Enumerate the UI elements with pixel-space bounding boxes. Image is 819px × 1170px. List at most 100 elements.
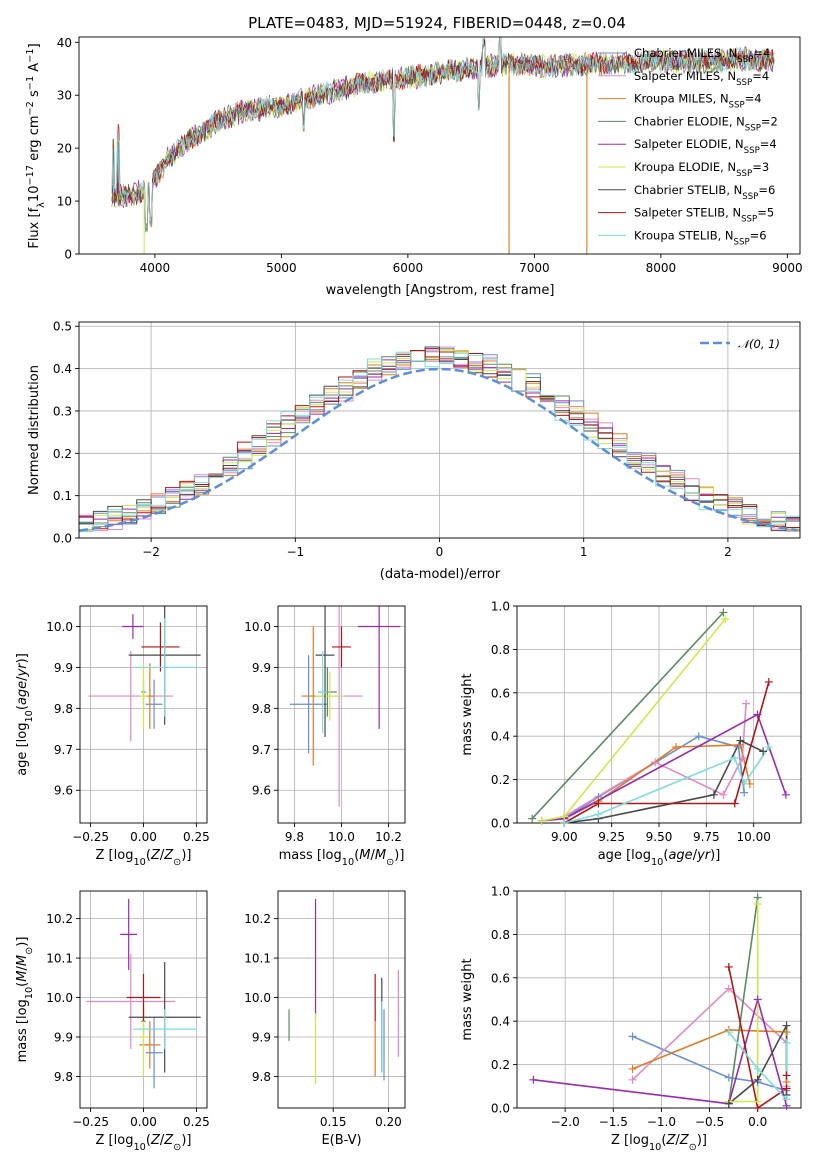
text-run: age: [15, 681, 30, 705]
y-tick-label: 0.1: [53, 489, 72, 503]
y-tick-label: 9.9: [252, 1030, 271, 1044]
weight-line-salpeter-elodie: [533, 996, 788, 1107]
y-tick-label: 9.8: [252, 1070, 271, 1084]
weight-marker: [724, 962, 733, 971]
text-run: Z: [163, 1133, 174, 1148]
z-vs-weight-ylabel: mass weight: [460, 958, 475, 1040]
text-run: Chabrier STELIB, N: [634, 183, 742, 197]
text-run: )]: [181, 1133, 191, 1148]
plot-area: [111, 37, 775, 254]
x-tick-label: 0.00: [130, 830, 157, 844]
x-tick-label: −1: [286, 545, 304, 559]
y-tick-label: 0.8: [491, 643, 510, 657]
text-run: Salpeter STELIB, N: [634, 206, 741, 220]
text-run: =2: [761, 114, 778, 128]
text-run: Chabrier MILES, N: [634, 46, 737, 60]
legend-entry-normal: 𝒩(0, 1): [738, 337, 780, 351]
text-run: age [log: [598, 848, 651, 863]
text-run: /: [370, 848, 375, 863]
text-run: 10: [651, 857, 663, 868]
text-run: M: [15, 955, 30, 966]
weight-marker: [721, 615, 730, 624]
text-run: SSP: [744, 146, 760, 156]
weight-marker: [724, 1028, 733, 1037]
weight-line-chabrier-elodie: [728, 897, 759, 1104]
weight-marker: [782, 1095, 791, 1104]
text-run: s: [27, 90, 42, 101]
text-run: Salpeter ELODIE, N: [634, 137, 744, 151]
spectrum-xlabel: wavelength [Angstrom, rest frame]: [326, 283, 555, 298]
y-tick-label: 10.2: [244, 912, 271, 926]
weight-marker: [740, 788, 749, 797]
age-vs-weight-ylabel: mass weight: [460, 673, 475, 755]
text-run: 10: [649, 1142, 661, 1153]
legend-entry: Chabrier MILES, NSSP=4: [634, 46, 770, 65]
mass-vs-age-xlabel: mass [log10(M/M⊙)]: [279, 848, 405, 868]
x-tick-label: 0.25: [183, 830, 210, 844]
weight-marker: [719, 608, 728, 617]
x-tick-label: 9.50: [646, 830, 673, 844]
text-run: Z: [150, 1133, 161, 1148]
weight-line-kroupa-stelib: [728, 1031, 788, 1102]
y-tick-label: 0.5: [53, 320, 72, 334]
x-tick-label: 0.15: [320, 1115, 347, 1129]
weight-marker: [753, 995, 762, 1004]
x-tick-label: 9.8: [285, 830, 304, 844]
y-tick-label: 9.7: [54, 743, 73, 757]
text-run: ⊙: [173, 1142, 181, 1153]
histogram-kroupa-stelib: [79, 351, 800, 532]
text-run: /: [675, 1133, 680, 1148]
y-tick-label: 30: [57, 89, 72, 103]
z-vs-weight-xlabel: Z [log10(Z/Z⊙)]: [611, 1133, 707, 1153]
x-tick-label: 5000: [266, 261, 297, 275]
text-run: )]: [15, 937, 30, 947]
weight-marker: [764, 743, 773, 752]
panel-z-vs-age: −0.25 0.00 0.259.69.79.89.910.0Z [log10(Z/…: [15, 605, 210, 868]
text-run: Kroupa STELIB, N: [634, 228, 734, 242]
weight-line-chabrier-elodie: [531, 611, 724, 820]
y-tick-label: 0.4: [53, 362, 72, 376]
y-tick-label: 0.6: [491, 971, 510, 985]
x-tick-label: 8000: [646, 261, 677, 275]
plot-area: [288, 898, 399, 1085]
spectrum-title: PLATE=0483, MJD=51924, FIBERID=0448, z=0…: [248, 14, 626, 32]
weight-marker: [628, 1075, 637, 1084]
y-tick-label: 10.0: [244, 620, 271, 634]
z-vs-age-xlabel: Z [log10(Z/Z⊙)]: [96, 848, 192, 868]
text-run: /: [693, 848, 698, 863]
weight-marker: [753, 1064, 762, 1073]
plot-area: [88, 606, 201, 742]
text-run: mass [log: [15, 999, 30, 1062]
text-run: Z: [665, 1133, 676, 1148]
text-run: Kroupa ELODIE, N: [634, 160, 736, 174]
text-run: SSP: [734, 237, 750, 247]
text-run: Z: [150, 848, 161, 863]
x-tick-label: −1.0: [647, 1115, 676, 1129]
text-run: −2: [25, 101, 36, 115]
text-run: =5: [757, 206, 774, 220]
y-tick-label: 9.8: [54, 1070, 73, 1084]
text-run: (: [146, 848, 151, 863]
y-tick-label: 0.4: [491, 730, 510, 744]
text-run: 10: [133, 857, 145, 868]
ebv-vs-mass-xlabel: E(B-V): [321, 1133, 361, 1148]
weight-marker: [709, 790, 718, 799]
weight-marker: [529, 1075, 538, 1084]
y-tick-label: 0.2: [491, 1058, 510, 1072]
text-run: SSP: [741, 215, 757, 225]
weight-marker: [528, 814, 537, 823]
panel-residuals: −2 −1 0 1 2 0.0 0.1 0.2 0.3 0.4 0.5 (data-model)/er…: [27, 320, 801, 582]
y-tick-label: 1.0: [491, 885, 510, 899]
y-tick-label: 10.0: [46, 991, 73, 1005]
x-tick-label: 6000: [393, 261, 424, 275]
y-tick-label: 0.0: [491, 817, 510, 831]
weight-marker: [628, 1064, 637, 1073]
text-run: 10: [342, 857, 354, 868]
text-run: erg cm: [27, 115, 42, 164]
weight-marker: [753, 900, 762, 909]
y-tick-label: 10.0: [46, 620, 73, 634]
text-run: yr: [15, 662, 30, 678]
text-run: λ: [36, 202, 47, 208]
y-tick-label: 9.8: [54, 702, 73, 716]
